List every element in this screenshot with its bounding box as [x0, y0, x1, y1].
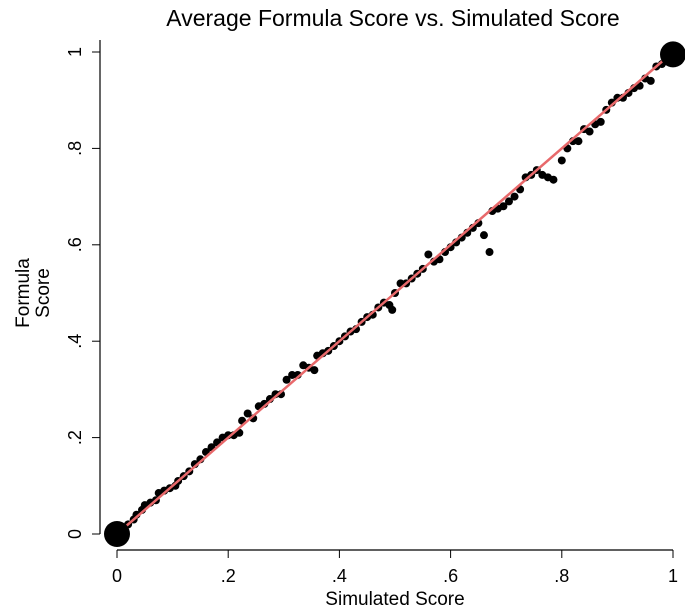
point — [549, 175, 558, 184]
point — [288, 370, 297, 379]
x-tick-label: .6 — [443, 566, 458, 586]
point — [504, 197, 513, 206]
x-tick-label: 0 — [112, 566, 122, 586]
point — [557, 156, 566, 165]
x-tick-label: .8 — [554, 566, 569, 586]
y-tick-label: 1 — [65, 47, 85, 57]
point — [310, 366, 319, 375]
x-tick-label: 1 — [668, 566, 678, 586]
point — [479, 231, 488, 240]
point — [660, 41, 685, 68]
y-tick-label: 0 — [65, 529, 85, 539]
point — [485, 248, 494, 257]
point — [104, 521, 130, 547]
fit-line — [116, 51, 674, 535]
point — [282, 375, 291, 384]
x-tick-label: .4 — [332, 566, 347, 586]
y-tick-label: .4 — [65, 334, 85, 349]
point — [424, 250, 433, 259]
point — [596, 117, 605, 126]
point — [574, 137, 583, 146]
y-axis-label: Formula — [13, 258, 34, 328]
x-tick-label: .2 — [221, 566, 236, 586]
y-tick-label: .8 — [65, 141, 85, 156]
point — [388, 305, 397, 314]
point — [510, 192, 519, 201]
y-tick-label: .6 — [65, 237, 85, 252]
y-axis-label: Score — [33, 268, 54, 318]
point — [243, 409, 252, 418]
y-tick-label: .2 — [65, 430, 85, 445]
chart-title: Average Formula Score vs. Simulated Scor… — [166, 5, 619, 31]
point — [499, 202, 508, 211]
x-axis-label: Simulated Score — [325, 589, 464, 610]
point — [585, 127, 594, 136]
point — [646, 76, 655, 85]
